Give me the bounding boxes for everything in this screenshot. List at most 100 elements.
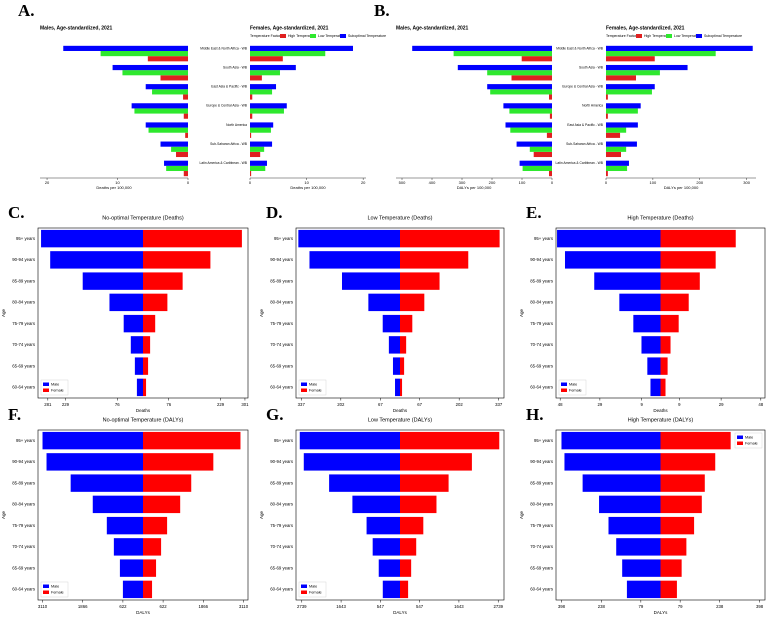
legend-label: Low Temperature <box>674 34 701 38</box>
x-tick-label: 10 <box>304 180 309 185</box>
chart-title: Males, Age-standardized, 2021 <box>40 25 113 31</box>
x-tick-label: 29 <box>597 402 602 407</box>
x-tick-label: 48 <box>758 402 763 407</box>
legend-label: Suboptimal Temperature <box>704 34 742 38</box>
legend-label: Female <box>309 590 322 594</box>
x-tick-label: 547 <box>416 604 424 609</box>
chart-title: Low Temperature (DALYs) <box>368 417 432 423</box>
x-tick-label: 1643 <box>454 604 464 609</box>
bar <box>660 538 687 556</box>
bar <box>250 127 271 133</box>
bar <box>143 431 241 450</box>
bar <box>366 516 400 535</box>
x-tick-label: 0 <box>605 180 608 185</box>
y-tick-label: 85-89 years <box>12 278 35 283</box>
bar <box>490 89 552 95</box>
bar <box>503 103 552 109</box>
panel-label: C. <box>8 203 25 222</box>
y-tick-label: 95+ years <box>274 236 293 241</box>
bar <box>549 94 552 100</box>
x-tick-label: 281 <box>44 402 52 407</box>
bar <box>122 580 143 599</box>
y-tick-label: 95+ years <box>274 438 293 443</box>
x-tick-label: 3110 <box>38 604 48 609</box>
bar <box>522 165 552 172</box>
bar <box>608 516 661 535</box>
legend-label: Male <box>309 584 317 588</box>
x-tick-label: 76 <box>166 402 171 407</box>
bar <box>400 580 409 599</box>
x-tick-label: 622 <box>160 604 168 609</box>
chart-title: High Temperature (Deaths) <box>627 215 693 221</box>
plot-frame <box>37 227 249 399</box>
bar <box>400 314 413 333</box>
bar <box>606 165 628 172</box>
legend-label: High Temperature <box>644 34 672 38</box>
y-tick-label: 90-94 years <box>530 257 553 262</box>
y-tick-label: 65-69 years <box>530 565 553 570</box>
panel-label: F. <box>8 405 21 424</box>
legend-label: Male <box>309 382 317 386</box>
x-tick-label: 200 <box>489 180 496 185</box>
y-tick-label: 75-79 years <box>530 523 553 528</box>
bar <box>250 165 266 172</box>
category-label: Middle East & North Africa - WB <box>200 46 248 50</box>
bar <box>510 127 552 133</box>
bar <box>250 75 262 81</box>
bar <box>505 122 552 128</box>
bar <box>606 127 627 133</box>
bar <box>143 474 192 492</box>
legend-swatch <box>737 441 743 445</box>
bar <box>378 559 400 577</box>
x-tick-label: 238 <box>716 604 724 609</box>
chart-title: Females, Age-standardized, 2021 <box>606 25 685 31</box>
bar <box>388 336 400 354</box>
bar <box>529 146 552 152</box>
y-tick-label: 60-64 years <box>12 587 35 592</box>
bar <box>412 45 552 51</box>
x-tick-label: 48 <box>558 402 563 407</box>
bar <box>660 559 682 577</box>
y-tick-label: 80-84 years <box>12 300 35 305</box>
bar <box>622 559 661 577</box>
bar <box>400 378 403 397</box>
x-axis-label: DALYs <box>654 610 668 615</box>
bar <box>164 160 188 166</box>
bar <box>395 378 400 397</box>
x-tick-label: 79 <box>638 604 643 609</box>
bar <box>250 103 287 109</box>
bar <box>549 171 552 177</box>
legend-swatch <box>301 590 307 594</box>
bar <box>400 559 412 577</box>
y-tick-label: 60-64 years <box>530 385 553 390</box>
legend-swatch <box>43 590 49 594</box>
bar <box>400 538 417 556</box>
bar <box>109 293 143 312</box>
legend-swatch <box>696 34 702 38</box>
bar <box>250 50 326 57</box>
y-tick-label: 60-64 years <box>12 385 35 390</box>
y-tick-label: 95+ years <box>16 438 35 443</box>
x-axis-label: Deaths <box>136 408 151 413</box>
bar <box>183 94 188 100</box>
bar <box>633 314 661 333</box>
x-tick-label: 3110 <box>239 604 249 609</box>
legend-label: Male <box>51 584 59 588</box>
bar <box>143 293 168 312</box>
bar <box>606 122 638 128</box>
legend-swatch <box>301 388 307 392</box>
bar <box>134 357 143 375</box>
bar <box>185 132 188 138</box>
bar <box>606 94 608 100</box>
x-tick-label: 2739 <box>297 604 307 609</box>
x-tick-label: 29 <box>719 402 724 407</box>
y-tick-label: 75-79 years <box>12 321 35 326</box>
bar <box>143 357 149 375</box>
bar <box>660 431 731 450</box>
bar <box>660 272 700 290</box>
bar <box>660 357 668 375</box>
x-tick-label: 398 <box>558 604 566 609</box>
bar <box>143 516 168 535</box>
bar <box>143 229 242 248</box>
